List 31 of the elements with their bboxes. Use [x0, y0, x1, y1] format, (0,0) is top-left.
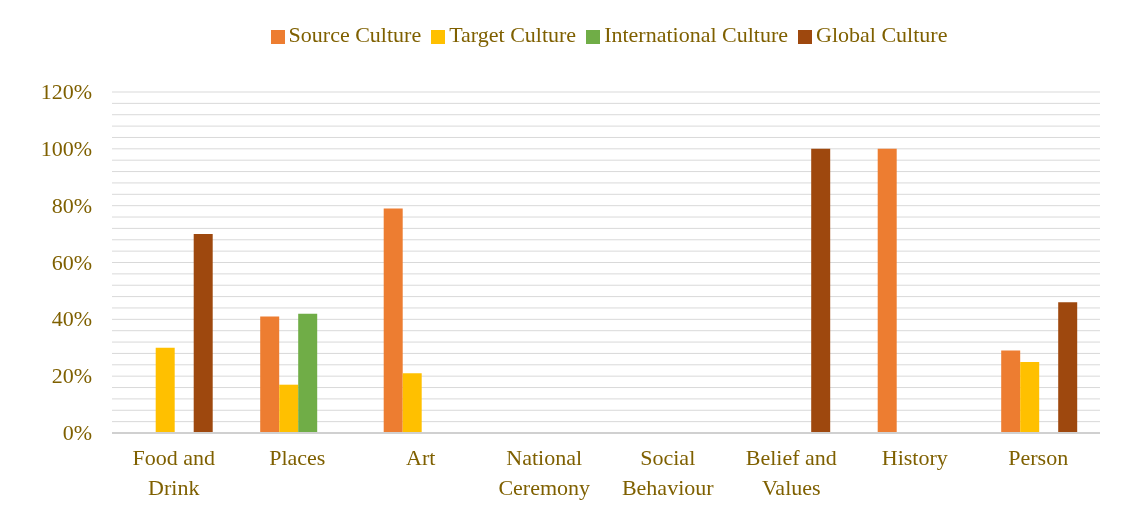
y-tick-label: 0%: [62, 420, 92, 445]
bar: [260, 316, 280, 433]
bar: [298, 313, 318, 433]
bar: [1001, 350, 1021, 433]
legend-label: Source Culture: [288, 22, 422, 47]
bar: [811, 148, 831, 433]
legend-label: Global Culture: [816, 22, 948, 47]
y-tick-label: 60%: [51, 249, 92, 275]
legend-label: International Culture: [604, 22, 789, 47]
x-tick-label: Social Behaviour: [621, 445, 715, 500]
x-tick-label: Food and Drink: [132, 445, 215, 500]
y-tick-label: 80%: [51, 192, 92, 218]
legend-label: Target Culture: [449, 22, 577, 47]
bar: [383, 208, 403, 433]
bar: [877, 148, 897, 433]
x-tick-label: Belief and Values: [745, 445, 837, 500]
x-tick-label: History: [881, 445, 948, 470]
y-tick-label: 20%: [51, 363, 92, 389]
x-tick-label: Places: [269, 445, 326, 470]
y-tick-label: 100%: [40, 135, 92, 161]
x-tick-label: Art: [406, 445, 436, 470]
y-tick-label: 40%: [51, 306, 92, 332]
bar: [402, 373, 422, 433]
y-tick-label: 120%: [40, 79, 92, 104]
x-tick-label: National Ceremony: [498, 445, 591, 500]
bar: [279, 384, 299, 433]
x-tick-label: Person: [1008, 445, 1069, 470]
bar: [155, 347, 175, 433]
bar: [1020, 361, 1040, 433]
bar: [1058, 302, 1078, 433]
bar: [193, 234, 213, 433]
